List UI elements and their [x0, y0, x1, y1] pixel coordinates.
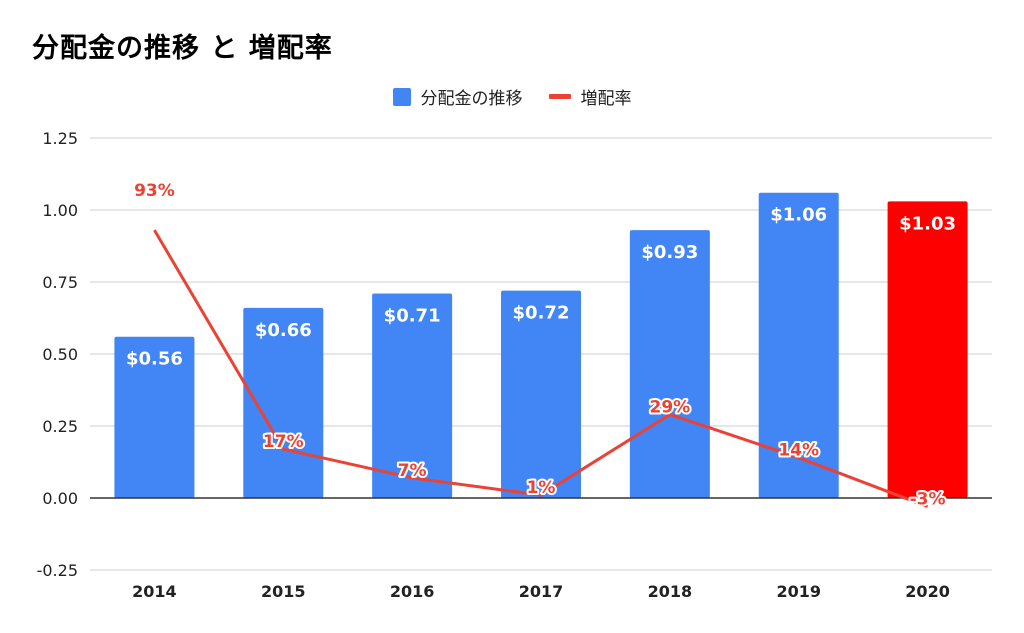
bar-data-label: $0.93	[641, 242, 698, 263]
line-data-label-halo: 29%	[650, 397, 691, 417]
x-tick-label: 2016	[390, 582, 435, 601]
bar-data-label: $0.56	[126, 349, 183, 370]
x-tick-label: 2014	[132, 582, 177, 601]
y-tick-label: 0.50	[42, 345, 78, 364]
line-data-label-halo: 1%	[527, 478, 556, 498]
x-tick-label: 2017	[519, 582, 564, 601]
line-data-label-halo: 14%	[778, 441, 819, 461]
line-data-label: 93%	[134, 181, 175, 201]
legend: 分配金の推移 増配率	[0, 84, 1024, 109]
line-data-label: 14%	[778, 441, 819, 461]
line-data-label: 17%	[263, 432, 304, 452]
legend-item-line[interactable]: 増配率	[548, 84, 632, 109]
bar-data-label: $0.66	[255, 320, 312, 341]
bar-data-label: $0.71	[384, 306, 441, 327]
y-tick-label: 0.75	[42, 273, 78, 292]
growth-rate-line	[153, 229, 929, 509]
bar	[243, 307, 324, 498]
x-tick-label: 2018	[648, 582, 693, 601]
legend-item-bar[interactable]: 分配金の推移	[392, 84, 523, 109]
chart-title: 分配金の推移 と 増配率	[32, 33, 333, 64]
legend-swatch-bar	[392, 87, 411, 106]
bar	[114, 336, 195, 498]
line-data-label: 29%	[650, 397, 691, 417]
y-tick-label: -0.25	[37, 561, 78, 580]
bar	[501, 290, 581, 498]
line-data-label: 7%	[398, 461, 427, 481]
bar	[629, 230, 710, 498]
line-data-label: -3%	[910, 490, 946, 510]
line-data-label: 1%	[527, 478, 556, 498]
line-data-label-halo: 17%	[263, 432, 304, 452]
line-data-label-halo: -3%	[910, 490, 946, 510]
y-tick-label: 0.00	[42, 489, 78, 508]
bar	[887, 201, 968, 499]
bar-data-label: $1.06	[770, 205, 827, 226]
bar-data-label: $0.72	[513, 303, 570, 324]
legend-label-bar: 分配金の推移	[420, 89, 523, 109]
bar	[758, 192, 839, 498]
bar-data-label: $1.03	[899, 213, 956, 234]
y-tick-label: 1.25	[42, 129, 78, 148]
legend-swatch-line	[548, 94, 571, 99]
legend-label-line: 増配率	[580, 89, 632, 109]
y-tick-label: 0.25	[42, 417, 78, 436]
bar	[372, 293, 453, 498]
y-tick-label: 1.00	[42, 201, 78, 220]
line-data-label-halo: 93%	[134, 181, 175, 201]
x-tick-label: 2020	[905, 582, 950, 601]
x-tick-label: 2015	[261, 582, 306, 601]
line-data-label-halo: 7%	[398, 461, 427, 481]
x-tick-label: 2019	[776, 582, 821, 601]
